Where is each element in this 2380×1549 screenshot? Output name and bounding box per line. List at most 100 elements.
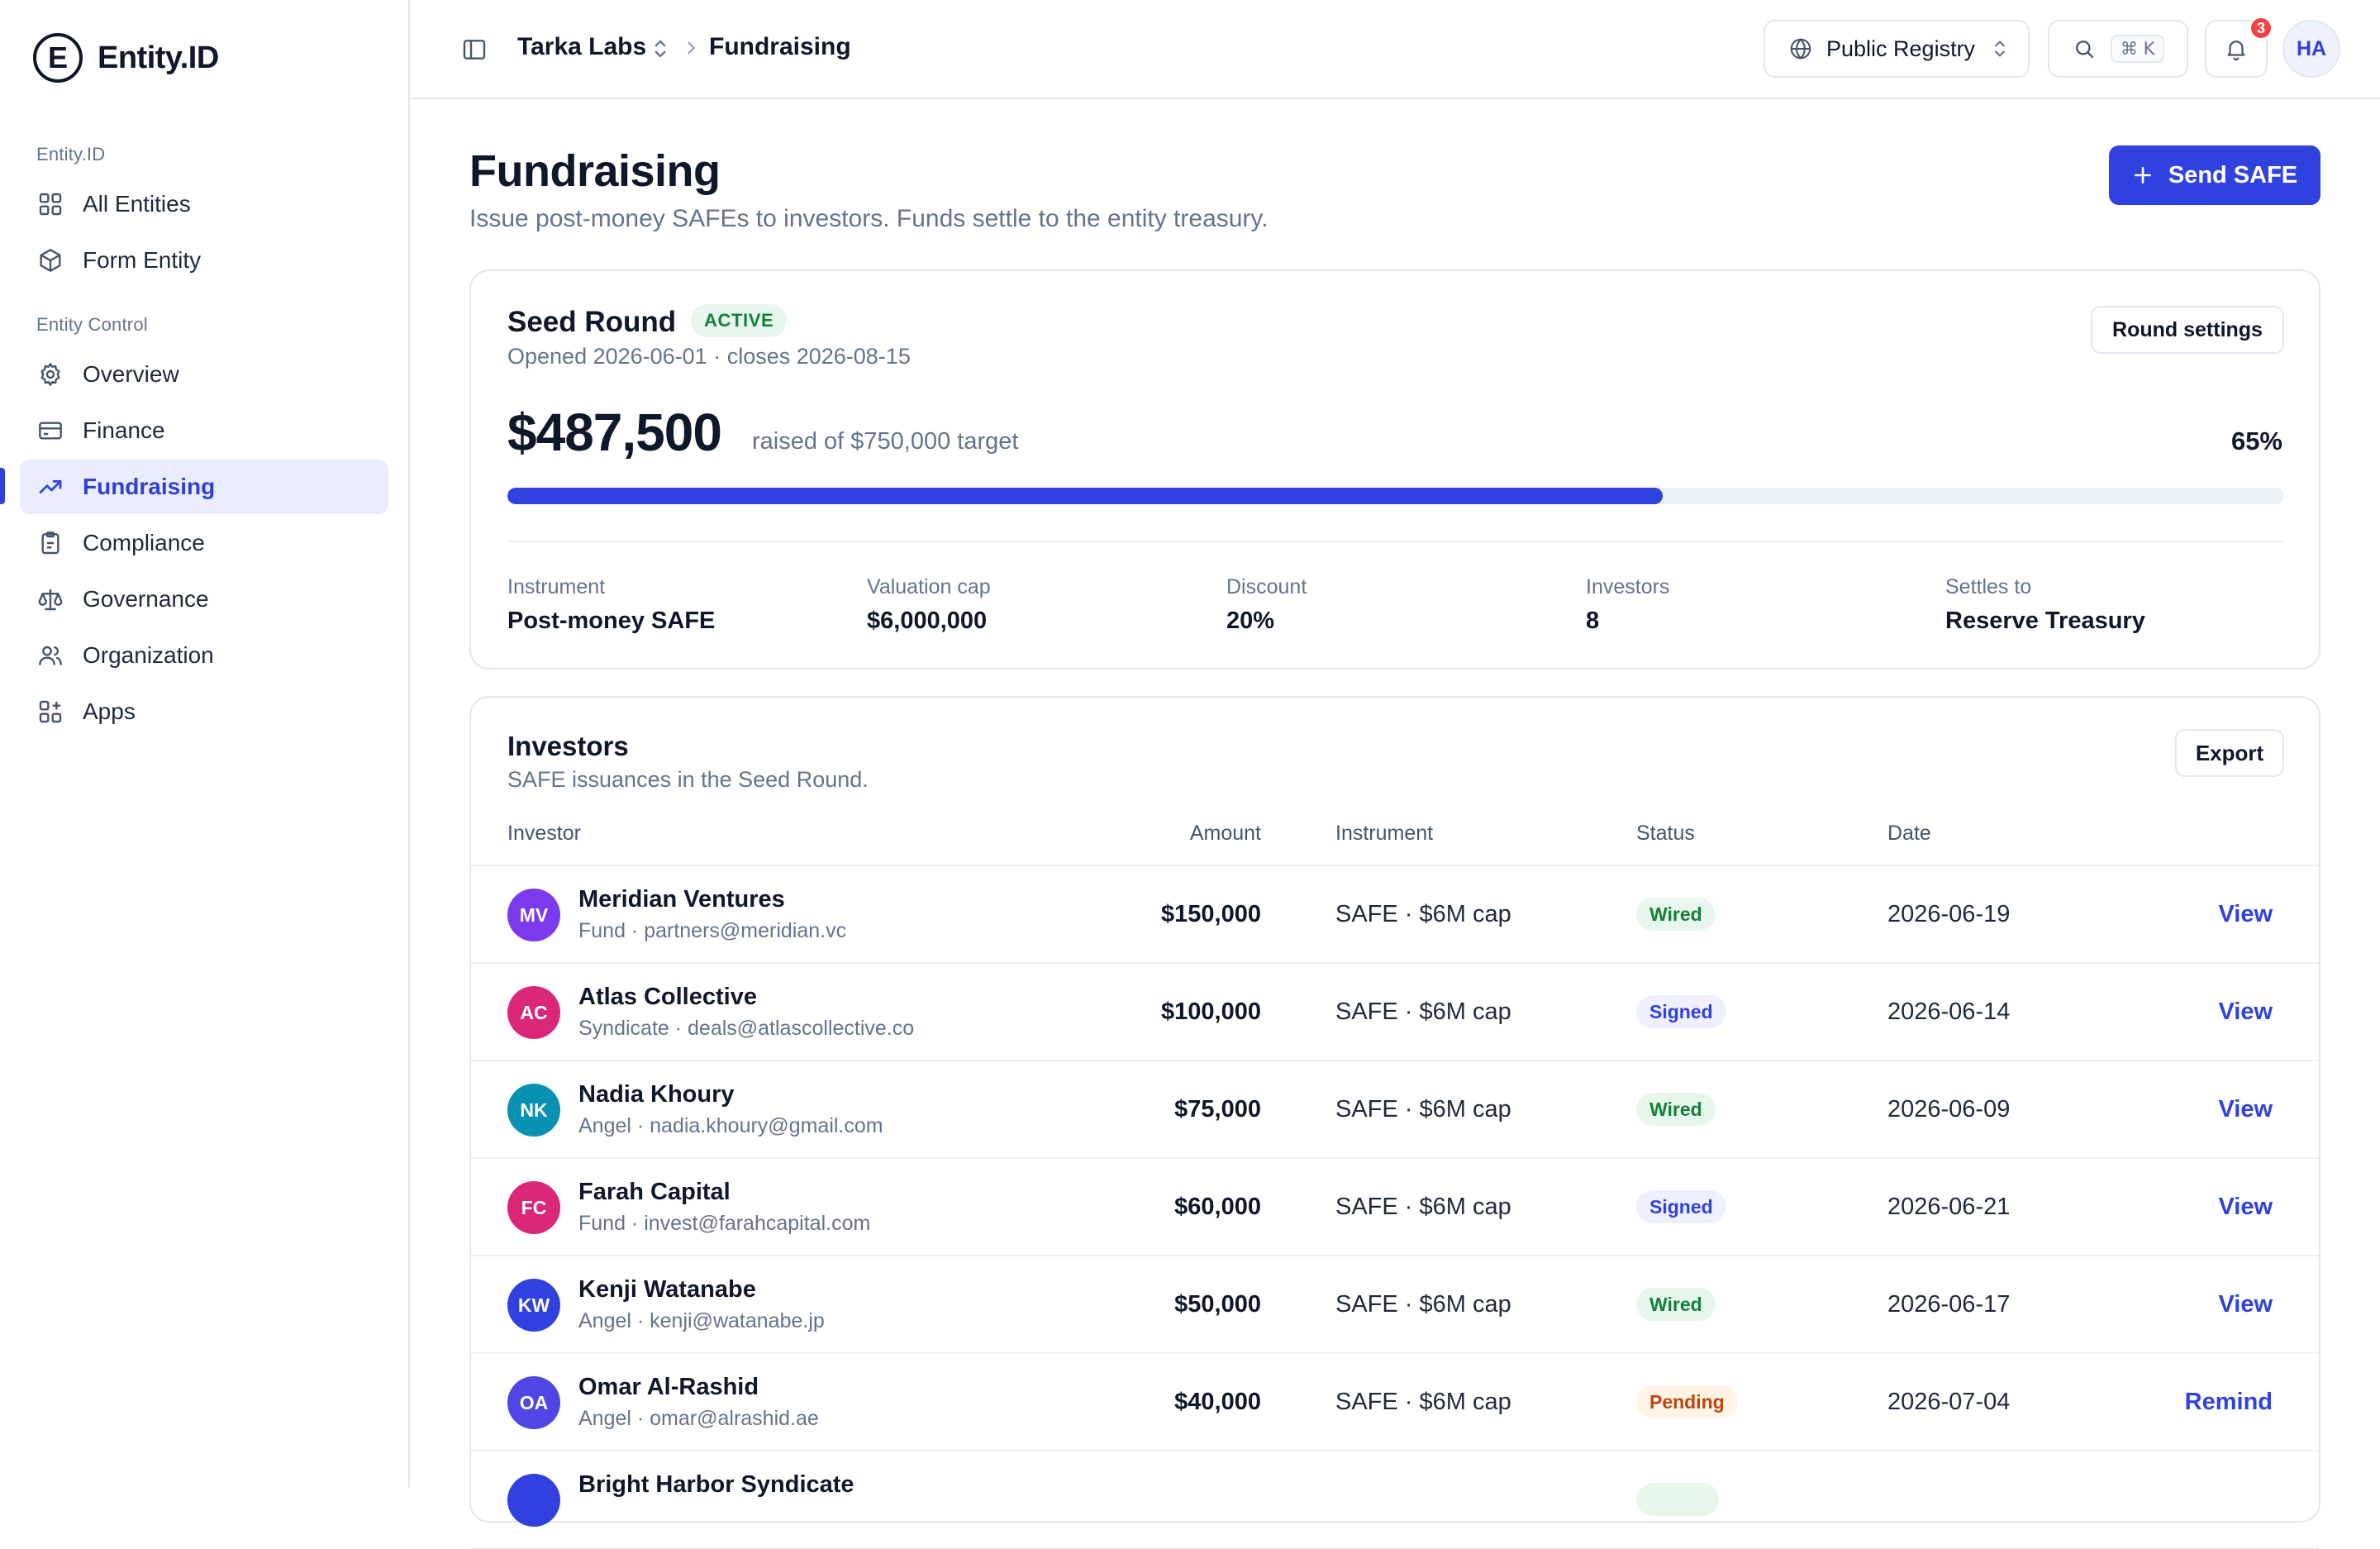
stat-value: $6,000,000 — [867, 608, 988, 634]
table-row[interactable]: Bright Harbor Syndicate — [471, 1451, 2319, 1549]
clipboard-icon — [36, 529, 64, 557]
grid-icon — [36, 190, 64, 218]
stat-value: Reserve Treasury — [1945, 608, 2145, 634]
column-header-investor[interactable]: Investor — [507, 822, 581, 845]
progress-fill — [507, 488, 1663, 504]
sidebar-item-overview[interactable]: Overview — [20, 347, 388, 402]
table-row[interactable]: NK Nadia Khoury Angel · nadia.khoury@gmail… — [471, 1061, 2319, 1159]
sidebar-item-apps[interactable]: Apps — [20, 684, 388, 739]
round-card: Seed Round ACTIVE Opened 2026-06-01 · cl… — [469, 269, 2320, 670]
investor-date: 2026-06-17 — [1887, 1291, 2011, 1318]
investor-amount: $150,000 — [1161, 901, 1261, 927]
investor-name: Kenji Watanabe — [578, 1276, 756, 1303]
sidebar-item-label: Organization — [83, 642, 214, 668]
sidebar-toggle-button[interactable] — [461, 36, 488, 63]
status-badge: Signed — [1636, 995, 1726, 1028]
investor-instrument: SAFE · $6M cap — [1335, 1389, 1511, 1415]
gear-icon — [36, 360, 64, 388]
brand-mark: E — [33, 33, 83, 83]
status-badge — [1636, 1483, 1719, 1516]
sidebar: E Entity.ID Entity.ID All Entities Form … — [0, 0, 410, 1488]
investor-avatar: NK — [507, 1084, 560, 1137]
investor-meta: Angel · nadia.khoury@gmail.com — [578, 1114, 883, 1137]
status-badge: ACTIVE — [691, 304, 788, 337]
row-action-link[interactable]: View — [2218, 1291, 2273, 1318]
card-icon — [36, 417, 64, 445]
stat-value: 20% — [1226, 608, 1275, 634]
investor-meta: Angel · omar@alrashid.ae — [578, 1407, 819, 1430]
users-icon — [36, 641, 64, 670]
investors-card: Investors SAFE issuances in the Seed Rou… — [469, 696, 2320, 1549]
registry-selector[interactable]: Public Registry — [1764, 20, 2030, 78]
row-action-link[interactable]: Remind — [2184, 1389, 2273, 1415]
row-action-link[interactable]: View — [2218, 1194, 2273, 1220]
investor-avatar: MV — [507, 889, 560, 941]
sidebar-item-label: Finance — [83, 417, 165, 443]
investor-meta: Angel · kenji@watanabe.jp — [578, 1309, 825, 1332]
investor-date: 2026-07-04 — [1887, 1389, 2011, 1415]
row-action-link[interactable]: View — [2218, 901, 2273, 927]
column-header-status[interactable]: Status — [1636, 822, 1695, 845]
search-button[interactable]: ⌘ K — [2048, 20, 2188, 78]
table-row[interactable]: FC Farah Capital Fund · invest@farahcapita… — [471, 1159, 2319, 1256]
breadcrumb-org[interactable]: Tarka Labs — [517, 33, 647, 60]
scale-icon — [36, 585, 64, 613]
sidebar-item-fundraising[interactable]: Fundraising — [20, 460, 388, 514]
column-header-date[interactable]: Date — [1887, 822, 1931, 845]
chevron-updown-icon[interactable] — [651, 38, 669, 60]
table-row[interactable]: KW Kenji Watanabe Angel · kenji@watanabe.j… — [471, 1256, 2319, 1354]
send-safe-button[interactable]: Send SAFE — [2109, 145, 2320, 205]
investor-amount: $75,000 — [1174, 1096, 1261, 1122]
round-dates: Opened 2026-06-01 · closes 2026-08-15 — [507, 344, 911, 369]
divider — [507, 541, 2284, 542]
active-indicator — [0, 468, 5, 504]
column-header-instrument[interactable]: Instrument — [1335, 822, 1434, 845]
sidebar-item-all-entities[interactable]: All Entities — [20, 177, 388, 231]
investor-instrument: SAFE · $6M cap — [1335, 1194, 1511, 1220]
investor-name: Meridian Ventures — [578, 886, 785, 913]
investor-meta: Fund · partners@meridian.vc — [578, 919, 847, 942]
sidebar-item-governance[interactable]: Governance — [20, 572, 388, 627]
status-badge: Wired — [1636, 1288, 1716, 1321]
table-row[interactable]: AC Atlas Collective Syndicate · deals@atla… — [471, 964, 2319, 1061]
investor-name: Farah Capital — [578, 1179, 731, 1205]
table-row[interactable]: OA Omar Al-Rashid Angel · omar@alrashid.ae… — [471, 1354, 2319, 1451]
stat-label: Settles to — [1945, 575, 2032, 598]
investor-amount: $60,000 — [1174, 1194, 1261, 1220]
stat-settles-to: Settles to Reserve Treasury — [1945, 575, 2145, 635]
table-row[interactable]: MV Meridian Ventures Fund · partners@merid… — [471, 866, 2319, 964]
investor-date: 2026-06-21 — [1887, 1194, 2011, 1220]
brand-logo[interactable]: E Entity.ID — [33, 32, 219, 83]
page-title: Fundraising — [469, 146, 721, 196]
stat-label: Valuation cap — [867, 575, 991, 598]
investor-meta: Fund · invest@farahcapital.com — [578, 1212, 871, 1235]
investor-meta: Syndicate · deals@atlascollective.co — [578, 1017, 915, 1040]
stat-label: Discount — [1226, 575, 1307, 598]
sidebar-item-form-entity[interactable]: Form Entity — [20, 233, 388, 288]
investors-title: Investors — [507, 731, 629, 761]
investors-table-body: MV Meridian Ventures Fund · partners@merid… — [471, 866, 2319, 1549]
user-avatar[interactable]: HA — [2282, 20, 2340, 78]
send-safe-label: Send SAFE — [2168, 161, 2298, 188]
globe-icon — [1788, 36, 1813, 61]
investor-avatar: FC — [507, 1181, 560, 1234]
raised-amount: $487,500 — [507, 403, 722, 462]
sidebar-item-compliance[interactable]: Compliance — [20, 516, 388, 570]
raised-target: raised of $750,000 target — [752, 428, 1019, 455]
chevron-right-icon — [683, 39, 699, 57]
cube-icon — [36, 246, 64, 274]
sidebar-item-finance[interactable]: Finance — [20, 403, 388, 458]
row-action-link[interactable]: View — [2218, 999, 2273, 1025]
round-settings-button[interactable]: Round settings — [2091, 306, 2284, 354]
search-icon — [2073, 37, 2096, 60]
row-action-link[interactable]: View — [2218, 1096, 2273, 1122]
bell-icon — [2224, 36, 2249, 61]
notifications-button[interactable] — [2205, 20, 2268, 78]
sidebar-item-organization[interactable]: Organization — [20, 628, 388, 683]
raised-percent: 65% — [2230, 427, 2282, 455]
export-button[interactable]: Export — [2175, 729, 2284, 777]
column-header-amount[interactable]: Amount — [1189, 822, 1261, 845]
stat-discount: Discount 20% — [1226, 575, 1307, 635]
sidebar-item-label: Fundraising — [83, 474, 216, 499]
status-badge: Wired — [1636, 1093, 1716, 1126]
